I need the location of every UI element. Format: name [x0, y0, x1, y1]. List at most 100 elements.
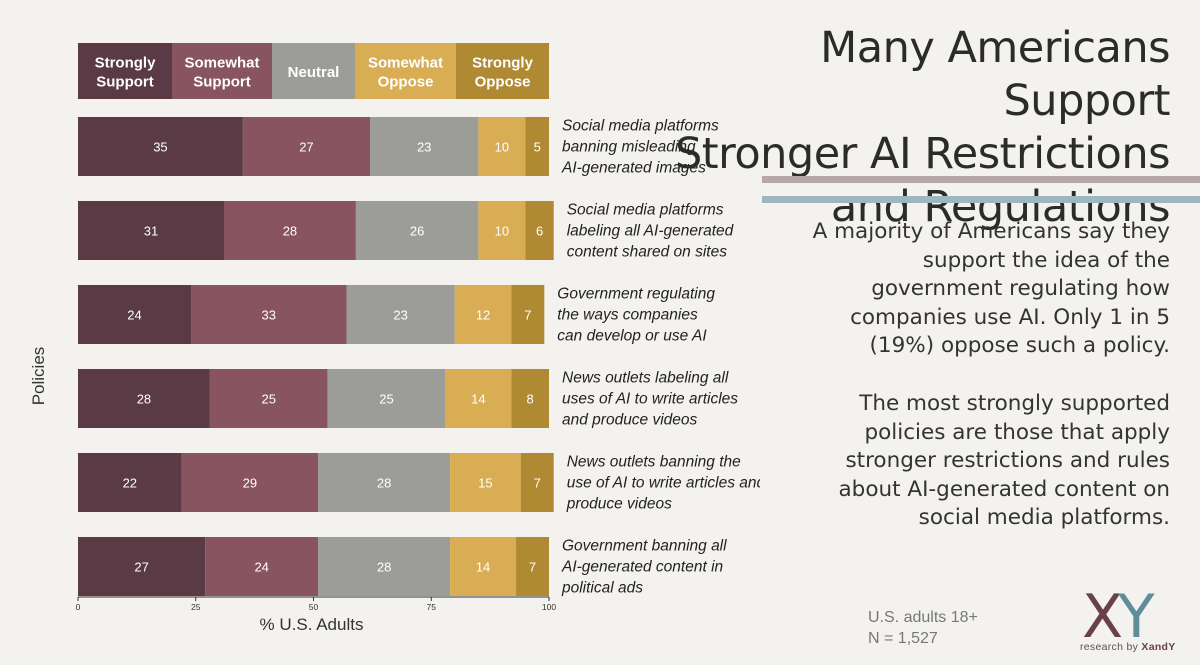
category-label: Social media platforms [567, 202, 724, 219]
legend-label: Support [96, 74, 154, 91]
bar-value-label: 25 [379, 392, 393, 407]
logo-y-mark: Y [1117, 587, 1155, 652]
legend-label: Somewhat [184, 55, 259, 72]
y-axis-title: Policies [29, 347, 48, 406]
bar-segment [318, 453, 451, 512]
legend-label: Somewhat [368, 55, 443, 72]
legend-label: Support [193, 74, 251, 91]
bar-value-label: 26 [410, 224, 424, 239]
bar-segment [525, 117, 549, 176]
bar-value-label: 15 [478, 476, 492, 491]
category-label: Government regulating [557, 286, 715, 303]
x-tick-label: 0 [76, 602, 81, 612]
category-label: and produce videos [562, 412, 698, 429]
bar-segment [450, 537, 517, 596]
title-line: Stronger AI Restrictions [674, 129, 1171, 179]
bar-segment [355, 201, 479, 260]
bar-segment [520, 453, 554, 512]
bar-value-label: 23 [417, 140, 431, 155]
bar-segment [454, 285, 512, 344]
legend-label: Neutral [288, 64, 340, 81]
bar-segment [478, 201, 526, 260]
bar-segment [78, 453, 182, 512]
bar-value-label: 28 [137, 392, 151, 407]
bar-value-label: 12 [476, 308, 490, 323]
bar-segment [318, 537, 451, 596]
legend-swatch [456, 43, 549, 99]
category-label: use of AI to write articles and [567, 475, 760, 492]
category-label: News outlets banning the [567, 454, 741, 471]
legend-label: Oppose [475, 74, 531, 91]
x-axis-title: % U.S. Adults [260, 615, 364, 634]
category-label: the ways companies [557, 307, 698, 324]
bar-value-label: 7 [524, 308, 531, 323]
category-label: AI-generated images [561, 160, 706, 177]
logo-x-mark: X [1082, 587, 1123, 652]
bar-segment [78, 369, 210, 428]
x-tick-label: 100 [542, 602, 556, 612]
xandy-logo: X Y [1082, 587, 1155, 652]
bar-value-label: 10 [495, 224, 509, 239]
bar-value-label: 25 [262, 392, 276, 407]
bar-value-label: 35 [153, 140, 167, 155]
title-line: and Regulations [830, 182, 1171, 232]
legend-swatch [272, 43, 355, 99]
summary-paragraph-2: The most strongly supported policies are… [838, 391, 1171, 530]
logo-tagline-prefix: research by [1080, 641, 1142, 653]
bar-segment [511, 369, 549, 428]
bar-segment [450, 453, 521, 512]
bar-segment [525, 201, 554, 260]
bar-segment [78, 537, 206, 596]
summary-paragraph-1: A majority of Americans say they support… [812, 219, 1170, 358]
bar-segment [516, 537, 549, 596]
bar-segment [511, 285, 545, 344]
decorative-rule [762, 196, 1200, 203]
bar-segment [181, 453, 319, 512]
bar-value-label: 5 [534, 140, 541, 155]
bar-value-label: 27 [299, 140, 313, 155]
legend-label: Strongly [472, 55, 533, 72]
bar-segment [370, 117, 479, 176]
bar-segment [327, 369, 446, 428]
legend-swatch [78, 43, 172, 99]
bar-value-label: 31 [144, 224, 158, 239]
bar-value-label: 33 [262, 308, 276, 323]
logo-tagline-brand: XandY [1141, 641, 1176, 653]
bar-segment [78, 117, 243, 176]
stacked-bar-chart: Strongly Support Somewhat Support Neutral Som… [29, 43, 760, 634]
legend-label: Strongly [95, 55, 156, 72]
bar-value-label: 28 [283, 224, 297, 239]
bar-value-label: 7 [534, 476, 541, 491]
legend-label: Oppose [378, 74, 434, 91]
x-tick-label: 25 [191, 602, 201, 612]
category-label: political ads [561, 580, 643, 597]
category-label: uses of AI to write articles [562, 391, 738, 408]
x-tick-label: 50 [309, 602, 319, 612]
category-label: content shared on sites [567, 244, 728, 261]
category-label: Government banning all [562, 538, 727, 555]
bar-value-label: 8 [527, 392, 534, 407]
logo-tagline: research by XandY [1080, 641, 1176, 653]
legend-swatch [172, 43, 272, 99]
bar-segment [78, 285, 192, 344]
bar-segment [78, 201, 225, 260]
bar-segment [478, 117, 526, 176]
bar-value-label: 24 [254, 560, 268, 575]
bar-value-label: 14 [471, 392, 485, 407]
page-title: Many Americans Support Stronger AI Restr… [670, 22, 1171, 234]
bar-value-label: 22 [123, 476, 137, 491]
sample-size: N = 1,527 [868, 630, 938, 647]
category-label: labeling all AI-generated [567, 223, 735, 240]
bar-segment [445, 369, 512, 428]
title-line: Many Americans Support [820, 23, 1170, 126]
bar-value-label: 24 [127, 308, 141, 323]
category-label: produce videos [566, 496, 672, 513]
bar-segment [224, 201, 356, 260]
bar-value-label: 28 [377, 560, 391, 575]
bar-value-label: 14 [476, 560, 490, 575]
bar-segment [242, 117, 371, 176]
category-label: can develop or use AI [557, 328, 707, 345]
bar-value-label: 28 [377, 476, 391, 491]
bar-value-label: 27 [134, 560, 148, 575]
bar-value-label: 10 [495, 140, 509, 155]
